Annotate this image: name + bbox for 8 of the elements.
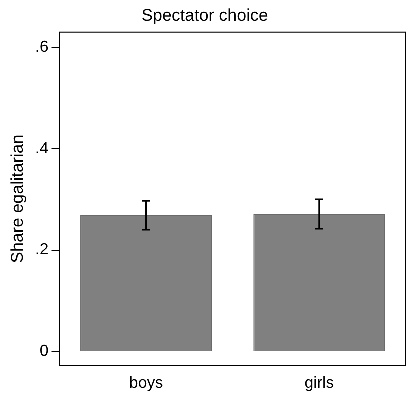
y-tick-label: .6 bbox=[35, 39, 49, 56]
y-axis-title: Share egalitarian bbox=[8, 134, 27, 264]
y-tick-label: .4 bbox=[35, 140, 49, 158]
y-tick-label: 0 bbox=[40, 343, 49, 360]
chart-title: Spectator choice bbox=[142, 6, 268, 25]
x-tick-label: boys bbox=[129, 374, 164, 392]
x-tick-label: girls bbox=[304, 374, 334, 392]
y-tick-label: .2 bbox=[35, 242, 49, 259]
